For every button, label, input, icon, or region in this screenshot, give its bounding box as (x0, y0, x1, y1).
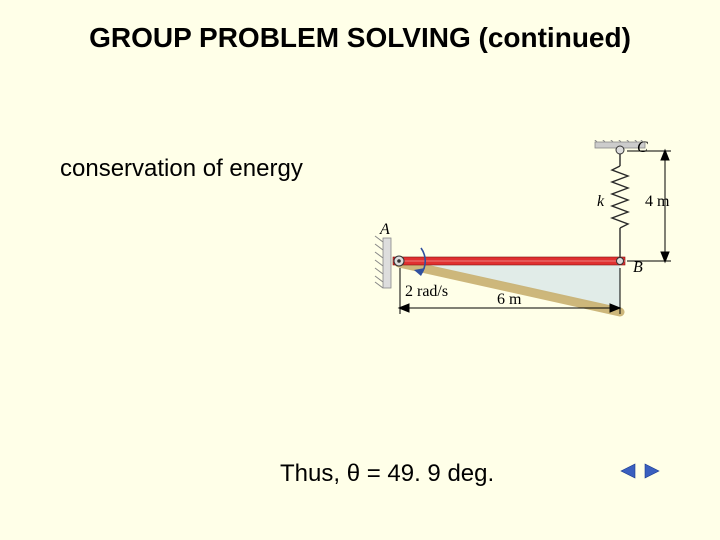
label-rate: 2 rad/s (405, 283, 448, 300)
label-k: k (597, 193, 605, 210)
slide-title: GROUP PROBLEM SOLVING (continued) (0, 22, 720, 54)
wall-hatch (375, 236, 383, 288)
pin-c (616, 146, 624, 154)
spring (612, 154, 628, 258)
result-line: Thus, θ = 49. 9 deg. (280, 460, 494, 488)
label-c: C (637, 140, 648, 156)
result-prefix: Thus, (280, 460, 347, 487)
bar-horizontal (393, 257, 625, 265)
pin-a-dot (397, 259, 401, 263)
end-b (617, 258, 624, 265)
next-button[interactable] (642, 462, 662, 480)
label-b: B (633, 259, 643, 276)
nav-controls (618, 462, 662, 480)
triangle-left-icon (619, 463, 637, 479)
wall-block (383, 238, 391, 288)
mechanics-diagram: C k 4 m (365, 140, 675, 360)
triangle-right-icon (643, 463, 661, 479)
label-a: A (379, 221, 390, 238)
result-angle: θ = 49. 9 deg. (347, 460, 494, 487)
subtitle-text: conservation of energy (60, 155, 303, 183)
prev-button[interactable] (618, 462, 638, 480)
label-4m: 4 m (645, 193, 670, 210)
label-6m: 6 m (497, 291, 522, 308)
